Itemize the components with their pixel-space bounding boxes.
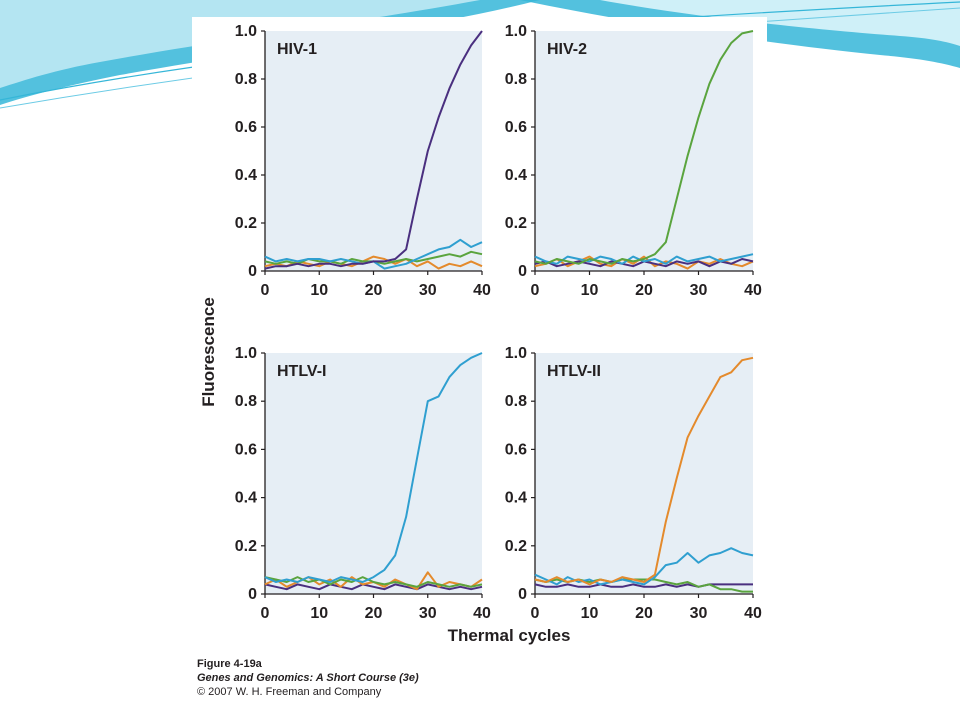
panel-2-x-tick-label: 40: [744, 282, 762, 299]
panel-2-y-tick-label: 0.4: [505, 167, 527, 184]
panel-4-y-tick-label: 0.2: [505, 538, 527, 555]
panel-3-x-tick-label: 40: [473, 605, 491, 622]
panel-4-series-orange: [534, 356, 754, 586]
panel-3-y-tick-label: 0.8: [235, 393, 257, 410]
panel-1-x-tick-label: 40: [473, 282, 491, 299]
panel-3-series-blue: [264, 352, 483, 583]
deco-wave-right-light: [600, 0, 960, 46]
panel-4-plot-area: [535, 353, 753, 594]
panel-3-title: HTLV-I: [277, 363, 326, 380]
panel-2-title: HIV-2: [547, 41, 587, 58]
panel-2-x-tick-label: 30: [690, 282, 708, 299]
panel-3-y-tick-label: 0: [248, 586, 257, 603]
x-axis-label: Thermal cycles: [448, 626, 571, 645]
panel-3-x-tick-label: 0: [261, 605, 270, 622]
panel-3-series-green: [264, 576, 483, 588]
panel-4-title: HTLV-II: [547, 363, 601, 380]
panel-3-y-tick-label: 0.2: [235, 538, 257, 555]
panel-1-plot-area: [265, 31, 482, 271]
panel-1-y-tick-label: 0.6: [235, 119, 257, 136]
panel-1-y-tick-label: 0.2: [235, 215, 257, 232]
panel-1-x-tick-label: 20: [365, 282, 383, 299]
panel-4-x-tick-label: 0: [531, 605, 540, 622]
panel-2-plot-area: [535, 31, 753, 271]
figure-number: Figure 4-19a: [197, 658, 262, 670]
panel-2-series-blue: [534, 253, 754, 265]
panel-4-x-tick-label: 20: [635, 605, 653, 622]
panel-4-series-purple: [534, 583, 753, 588]
panel-1-title: HIV-1: [277, 41, 317, 58]
panel-4-y-tick-label: 1.0: [505, 345, 527, 362]
panel-2-x-tick-label: 0: [531, 282, 540, 299]
panel-1-x-tick-label: 30: [419, 282, 437, 299]
panel-1-series-purple: [264, 30, 483, 270]
panel-2-y-tick-label: 1.0: [505, 23, 527, 40]
panel-2-series-green: [534, 30, 754, 265]
panel-3-x-tick-label: 10: [310, 605, 328, 622]
figure-panel: 0 0.2 0.4 0.6 0.8 1.0 0 10 20 30 40 HIV-1 0 0.2 0.4 0.6…: [192, 17, 767, 703]
panel-2-y-tick-label: 0.2: [505, 215, 527, 232]
panel-4-series-blue: [534, 547, 754, 586]
panel-4-y-tick-label: 0.4: [505, 490, 527, 507]
panel-2-y-tick-label: 0.8: [505, 71, 527, 88]
chart-area: 0 0.2 0.4 0.6 0.8 1.0 0 10 20 30 40 HIV-1 0 0.2 0.4 0.6…: [199, 23, 762, 645]
panel-1-x-tick-label: 10: [310, 282, 328, 299]
panel-1-x-tick-label: 0: [261, 282, 270, 299]
panel-4-y-tick-label: 0.6: [505, 441, 527, 458]
panel-3-y-tick-label: 1.0: [235, 345, 257, 362]
panel-3-y-tick-label: 0.4: [235, 490, 257, 507]
panel-2-y-tick-label: 0.6: [505, 119, 527, 136]
panel-4-x-tick-label: 30: [690, 605, 708, 622]
panel-2-x-tick-label: 10: [581, 282, 599, 299]
book-title: Genes and Genomics: A Short Course (3e): [197, 672, 419, 684]
panel-1-y-tick-label: 1.0: [235, 23, 257, 40]
copyright: © 2007 W. H. Freeman and Company: [197, 686, 382, 698]
panel-3-x-tick-label: 20: [365, 605, 383, 622]
panel-1-y-tick-label: 0.8: [235, 71, 257, 88]
panel-1-y-tick-label: 0.4: [235, 167, 257, 184]
panel-4-x-tick-label: 40: [744, 605, 762, 622]
panel-2-x-tick-label: 20: [635, 282, 653, 299]
panel-4-x-tick-label: 10: [581, 605, 599, 622]
y-axis-label: Fluorescence: [199, 297, 218, 407]
panel-1-y-tick-label: 0: [248, 263, 257, 280]
panel-3-series-purple: [264, 583, 483, 591]
panel-4-y-tick-label: 0.8: [505, 393, 527, 410]
panel-2-y-tick-label: 0: [518, 263, 527, 280]
panel-3-x-tick-label: 30: [419, 605, 437, 622]
panel-4-y-tick-label: 0: [518, 586, 527, 603]
panel-3-y-tick-label: 0.6: [235, 441, 257, 458]
panel-3-plot-area: [265, 353, 482, 594]
deco-wave-left-light: [0, 0, 480, 88]
